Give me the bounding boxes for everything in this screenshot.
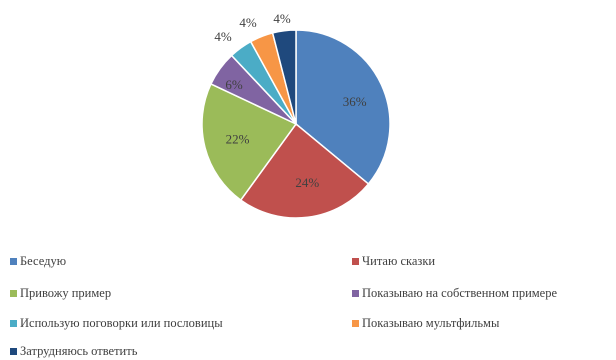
pie-slice-1 bbox=[295, 29, 391, 185]
legend-label-6: Показываю мультфильмы bbox=[362, 316, 500, 330]
legend-swatch-1 bbox=[10, 258, 17, 265]
legend-swatch-7 bbox=[10, 348, 17, 355]
data-label-4: 6% bbox=[225, 77, 243, 92]
legend-label-7: Затрудняюсь ответить bbox=[20, 344, 138, 358]
legend: Беседую Читаю сказки Привожу пример Показыв… bbox=[10, 254, 557, 358]
legend-label-3: Привожу пример bbox=[20, 286, 111, 300]
legend-swatch-6 bbox=[352, 320, 359, 327]
legend-label-2: Читаю сказки bbox=[362, 254, 435, 268]
legend-label-1: Беседую bbox=[20, 254, 66, 268]
legend-label-5: Использую поговорки или пословицы bbox=[20, 316, 223, 330]
data-label-1: 36% bbox=[343, 94, 367, 109]
data-label-3: 22% bbox=[226, 131, 250, 146]
pie-slices bbox=[201, 29, 391, 219]
data-label-7: 4% bbox=[273, 11, 291, 26]
data-label-2: 24% bbox=[295, 175, 319, 190]
legend-swatch-2 bbox=[352, 258, 359, 265]
legend-swatch-3 bbox=[10, 290, 17, 297]
legend-label-4: Показываю на собственном примере bbox=[362, 286, 557, 300]
legend-swatch-5 bbox=[10, 320, 17, 327]
pie-slice-7 bbox=[271, 29, 297, 125]
pie-slice-2 bbox=[239, 122, 370, 219]
data-label-6: 4% bbox=[239, 15, 257, 30]
pie-data-labels: 36% 24% 22% 6% 4% 4% 4% bbox=[214, 11, 366, 190]
legend-swatch-4 bbox=[352, 290, 359, 297]
data-label-5: 4% bbox=[214, 29, 232, 44]
